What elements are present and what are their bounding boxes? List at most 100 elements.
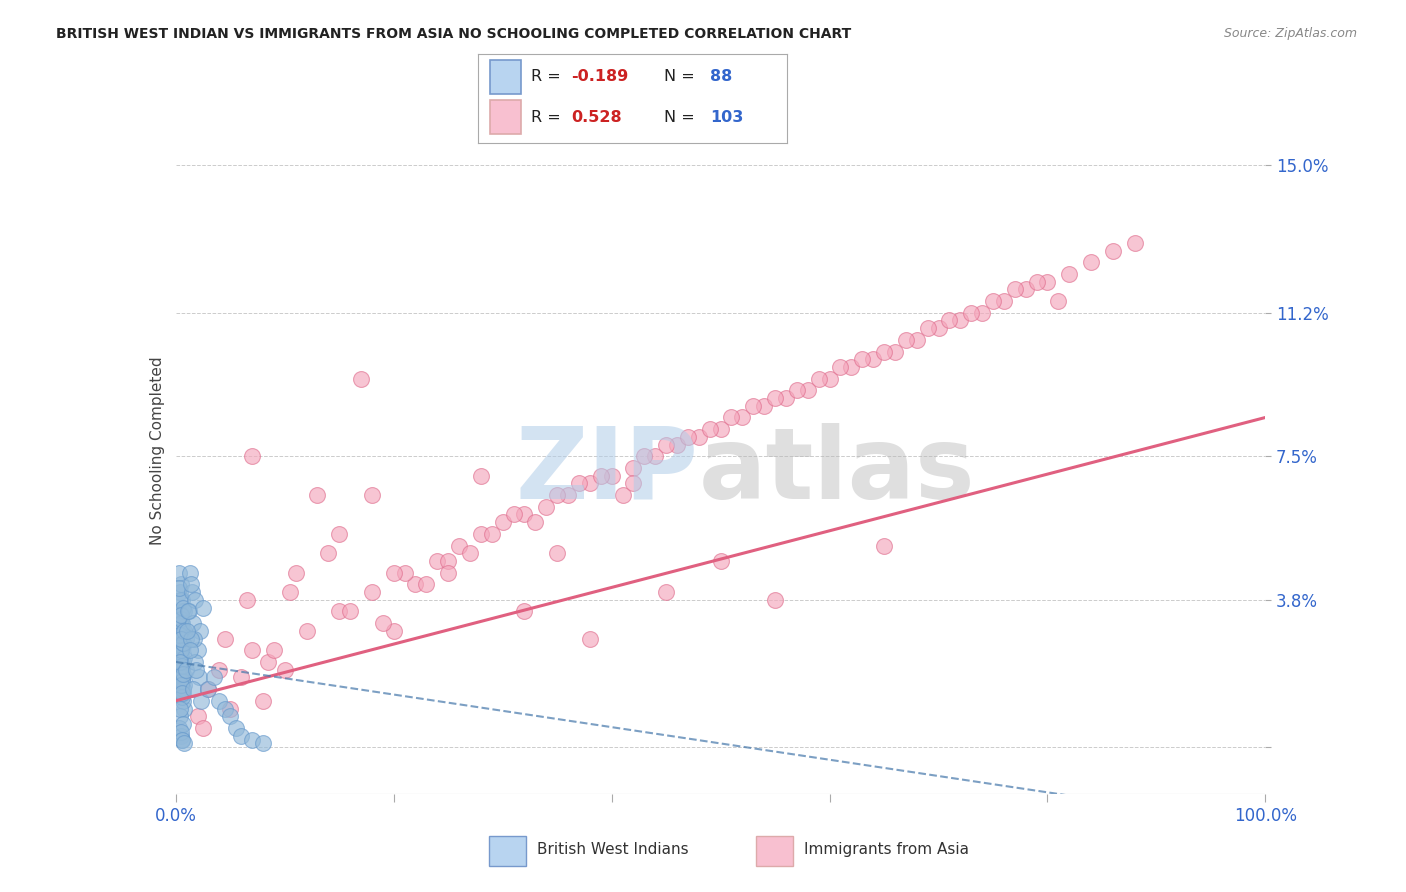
Point: [169, 647, 191, 661]
Point: [186, 709, 209, 723]
Point: [172, 670, 194, 684]
Point: [1047, 294, 1070, 309]
Point: [169, 643, 191, 657]
Point: [172, 732, 194, 747]
Text: atlas: atlas: [699, 423, 976, 519]
Point: [172, 682, 194, 697]
Point: [972, 306, 994, 320]
Point: [797, 384, 820, 398]
Point: [170, 678, 193, 692]
Point: [170, 577, 193, 591]
Point: [170, 632, 193, 646]
Point: [169, 655, 191, 669]
Point: [190, 694, 212, 708]
Point: [167, 721, 190, 735]
Point: [763, 592, 786, 607]
Y-axis label: No Schooling Completed: No Schooling Completed: [149, 356, 165, 545]
Point: [170, 605, 193, 619]
FancyBboxPatch shape: [491, 60, 522, 94]
Point: [172, 666, 194, 681]
Point: [181, 682, 204, 697]
Text: R =: R =: [530, 111, 565, 125]
Point: [173, 605, 195, 619]
Point: [173, 701, 195, 715]
Point: [600, 468, 623, 483]
Point: [173, 651, 195, 665]
Point: [208, 663, 231, 677]
Point: [1059, 267, 1081, 281]
Point: [174, 663, 197, 677]
Point: [350, 372, 373, 386]
Point: [981, 294, 1004, 309]
Point: [1080, 255, 1102, 269]
Point: [284, 566, 307, 580]
Point: [361, 488, 384, 502]
Point: [470, 468, 492, 483]
Point: [328, 527, 350, 541]
Point: [742, 399, 765, 413]
Point: [884, 344, 907, 359]
Point: [382, 566, 405, 580]
Text: -0.189: -0.189: [571, 70, 628, 84]
Point: [183, 632, 205, 646]
Point: [169, 592, 191, 607]
Point: [170, 616, 193, 631]
Point: [172, 694, 194, 708]
Point: [318, 546, 340, 560]
Point: [167, 581, 190, 595]
Point: [214, 632, 236, 646]
Point: [612, 488, 634, 502]
Point: [405, 577, 427, 591]
Text: ZIP: ZIP: [516, 423, 699, 519]
Point: [208, 694, 231, 708]
Point: [186, 643, 209, 657]
Point: [775, 391, 797, 405]
Point: [188, 624, 211, 638]
Point: [186, 663, 208, 677]
Text: Source: ZipAtlas.com: Source: ZipAtlas.com: [1223, 27, 1357, 40]
Point: [621, 461, 644, 475]
Point: [328, 605, 350, 619]
Point: [240, 450, 263, 464]
Point: [754, 399, 776, 413]
Point: [240, 732, 263, 747]
Point: [169, 666, 191, 681]
Point: [633, 450, 655, 464]
Point: [807, 372, 830, 386]
Point: [666, 437, 689, 451]
Point: [688, 430, 710, 444]
Point: [181, 616, 204, 631]
Point: [172, 635, 194, 649]
Point: [176, 624, 198, 638]
Point: [235, 592, 257, 607]
Point: [917, 321, 939, 335]
Point: [184, 655, 207, 669]
Point: [655, 585, 678, 599]
Point: [579, 632, 602, 646]
Point: [252, 736, 274, 750]
Point: [219, 701, 242, 715]
Point: [949, 313, 972, 327]
Point: [873, 539, 896, 553]
Point: [187, 670, 209, 684]
Point: [170, 632, 193, 646]
Point: [557, 488, 579, 502]
Point: [307, 488, 329, 502]
Point: [426, 554, 449, 568]
Point: [731, 410, 754, 425]
Text: 103: 103: [710, 111, 744, 125]
Point: [830, 359, 852, 374]
Point: [1025, 275, 1047, 289]
Text: BRITISH WEST INDIAN VS IMMIGRANTS FROM ASIA NO SCHOOLING COMPLETED CORRELATION C: BRITISH WEST INDIAN VS IMMIGRANTS FROM A…: [56, 27, 852, 41]
Point: [240, 643, 263, 657]
Point: [252, 694, 274, 708]
FancyBboxPatch shape: [489, 836, 526, 865]
Point: [172, 686, 194, 700]
Point: [170, 647, 193, 661]
Point: [172, 616, 194, 631]
Point: [371, 616, 394, 631]
Point: [763, 391, 786, 405]
Point: [179, 566, 201, 580]
Point: [173, 736, 195, 750]
Point: [172, 592, 194, 607]
